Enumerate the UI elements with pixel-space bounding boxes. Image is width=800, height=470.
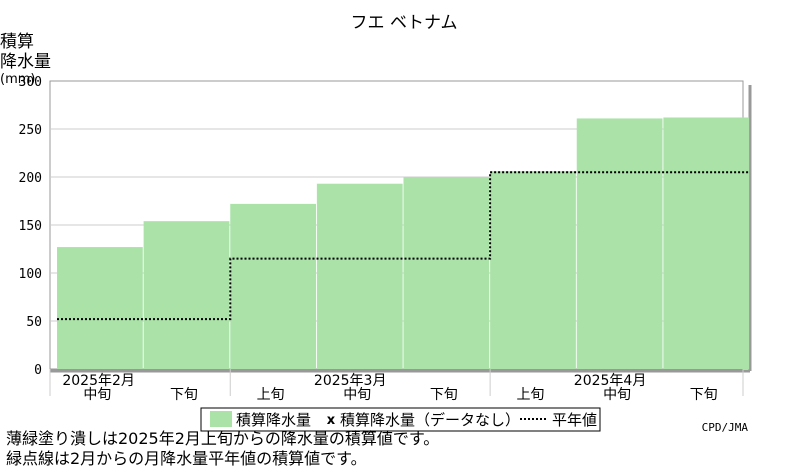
y-tick-label-0: 0 [34, 363, 42, 378]
legend-label-nodata: 積算降水量（データなし） [340, 411, 520, 429]
y-axis-label-line-1: 降水量 [0, 52, 51, 72]
y-tick-label-200: 200 [19, 171, 42, 186]
y-axis-label-line-0: 積算 [0, 32, 34, 52]
x-tick-label-0: 中旬 [83, 387, 111, 403]
y-tick-label-50: 50 [26, 315, 42, 330]
y-tick-label-250: 250 [19, 123, 42, 138]
month-label-0: 2025年2月 [62, 373, 135, 389]
x-tick-label-6: 中旬 [603, 387, 631, 403]
bar-2 [230, 203, 317, 369]
y-tick-label-300: 300 [19, 75, 42, 90]
y-tick-label-150: 150 [19, 219, 42, 234]
month-label-1: 2025年3月 [314, 373, 387, 389]
month-label-2: 2025年4月 [574, 373, 647, 389]
x-tick-label-4: 下旬 [430, 387, 458, 403]
x-tick-label-5: 上旬 [516, 387, 544, 403]
bar-0 [57, 247, 143, 369]
x-tick-label-1: 下旬 [170, 387, 198, 403]
legend-label-normal: 平年値 [552, 411, 597, 429]
y-axis-label-line-2: (mm) [0, 72, 35, 87]
chart-title: フエ ベトナム [351, 13, 458, 33]
credit-label: CPD/JMA [702, 421, 749, 434]
footnote-fill: 薄緑塗り潰しは2025年2月上旬からの降水量の積算値です。 [6, 429, 440, 448]
x-tick-label-3: 中旬 [343, 387, 371, 403]
bar-4 [403, 177, 490, 369]
bar-6 [576, 118, 663, 369]
legend-box [200, 407, 601, 432]
normal-step-line [57, 171, 750, 321]
x-tick-label-7: 下旬 [690, 387, 718, 403]
legend-label-fill: 積算降水量 [236, 411, 311, 429]
footnote-dotted: 緑点線は2月からの月降水量平年値の積算値です。 [6, 449, 367, 468]
bar-7 [663, 117, 750, 369]
bar-3 [316, 183, 403, 369]
y-tick-label-100: 100 [19, 267, 42, 282]
x-tick-label-2: 上旬 [257, 387, 285, 403]
legend-marker-x: x [327, 413, 336, 428]
bar-1 [143, 221, 230, 369]
bar-5 [490, 171, 576, 369]
legend-swatch-fill [210, 411, 232, 427]
